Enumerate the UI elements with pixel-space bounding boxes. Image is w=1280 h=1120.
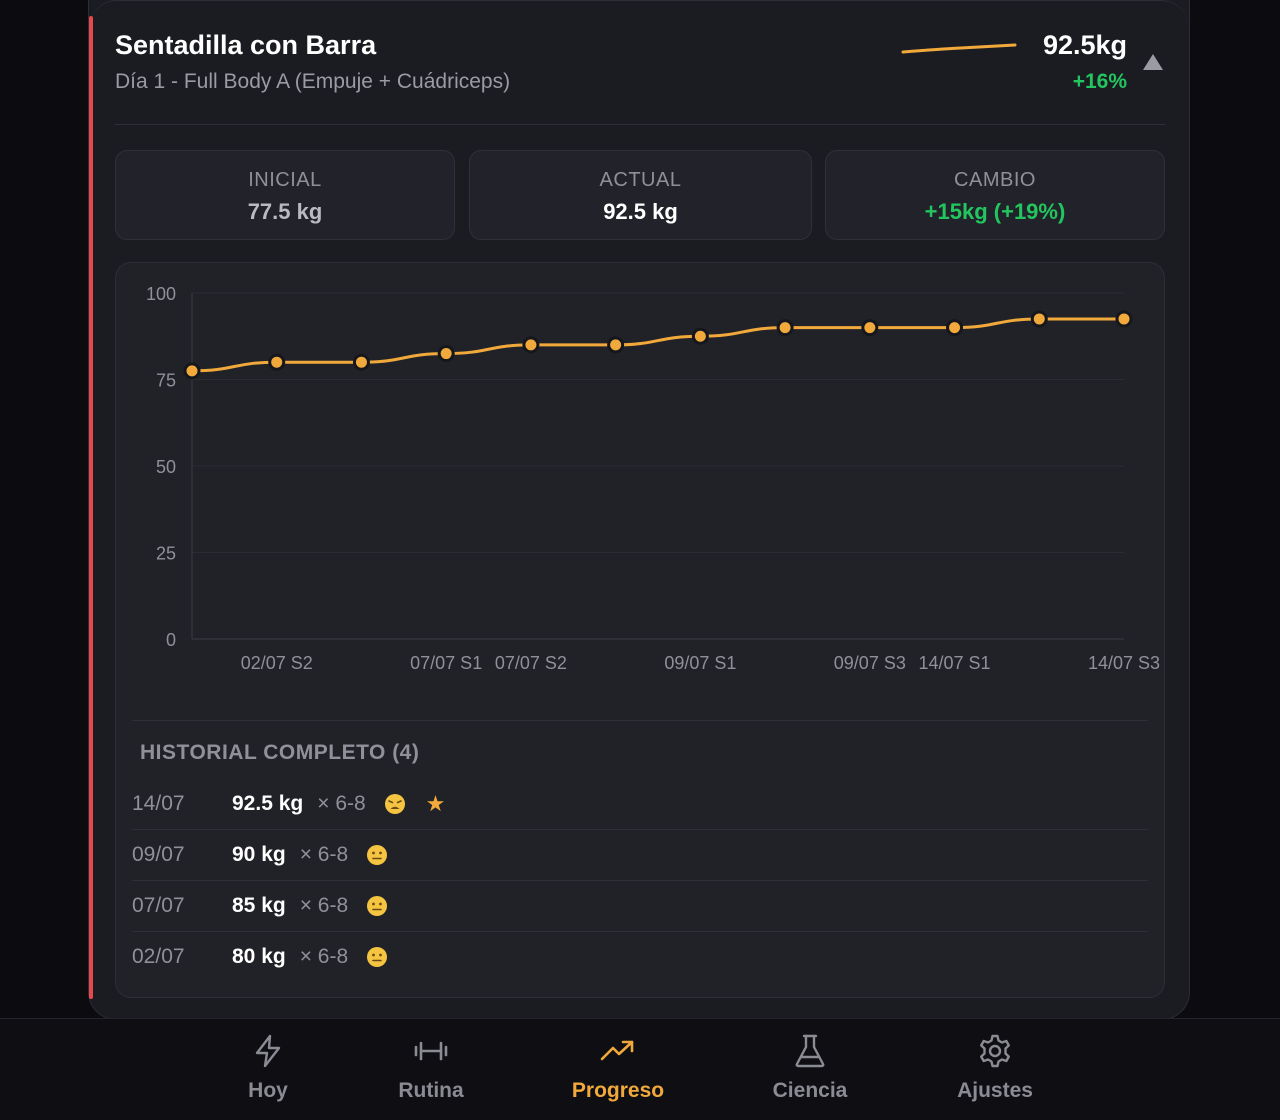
stat-change: CAMBIO +15kg (+19%) <box>825 150 1165 240</box>
x-tick-label: 07/07 S1 <box>410 653 482 673</box>
lightning-icon <box>255 1034 281 1068</box>
history-date: 14/07 <box>132 792 185 815</box>
collapse-button[interactable] <box>1141 52 1165 72</box>
neutral-face-icon <box>367 845 388 865</box>
data-point <box>946 319 964 337</box>
neutral-face-icon <box>367 947 388 967</box>
history-divider <box>132 720 1148 721</box>
history-row: 09/07 90 kg × 6-8 <box>132 830 1148 881</box>
stat-value: +15kg (+19%) <box>924 199 1066 224</box>
gear-icon <box>980 1034 1010 1068</box>
y-tick-label: 75 <box>156 371 176 391</box>
data-point <box>607 336 625 354</box>
history-row: 02/07 80 kg × 6-8 <box>132 932 1148 982</box>
exercise-card: Sentadilla con Barra Día 1 - Full Body A… <box>88 0 1190 1020</box>
stat-label: ACTUAL <box>599 169 682 191</box>
bottom-nav: Hoy Rutina Progreso Cie <box>0 1018 1280 1120</box>
history-reps: × 6-8 <box>299 945 349 968</box>
nav-label: Progreso <box>571 1079 665 1102</box>
history-reps: × 6-8 <box>299 894 349 917</box>
history-row: 14/07 92.5 kg × 6-8 ★ <box>132 779 1148 830</box>
history-row: 07/07 85 kg × 6-8 <box>132 881 1148 932</box>
stat-label: CAMBIO <box>954 169 1036 191</box>
exercise-header[interactable]: Sentadilla con Barra Día 1 - Full Body A… <box>115 28 1165 98</box>
nav-label: Ciencia <box>772 1079 848 1102</box>
history-reps: × 6-8 <box>299 843 349 866</box>
data-point <box>437 345 455 363</box>
y-tick-label: 50 <box>156 457 176 477</box>
y-tick-label: 25 <box>156 544 176 564</box>
nav-item-rutina[interactable]: Rutina <box>356 1019 506 1120</box>
chart-panel: 0 25 50 75 100 02/07 S2 07/07 S1 07/07 S2 09/07 … <box>115 262 1165 998</box>
nav-item-hoy[interactable]: Hoy <box>193 1019 343 1120</box>
history-weight: 90 kg <box>232 843 286 866</box>
data-point <box>1115 310 1133 328</box>
history-date: 02/07 <box>132 945 185 968</box>
history-date: 07/07 <box>132 894 185 917</box>
nav-item-ciencia[interactable]: Ciencia <box>735 1019 885 1120</box>
flask-icon <box>795 1034 825 1068</box>
trend-percent: +16% <box>1072 70 1127 93</box>
x-tick-label: 07/07 S2 <box>495 653 567 673</box>
progress-chart: 0 25 50 75 100 02/07 S2 07/07 S1 07/07 S2 09/07 … <box>146 284 1160 673</box>
data-point <box>522 336 540 354</box>
nav-label: Rutina <box>398 1079 464 1102</box>
x-tick-label: 14/07 S3 <box>1088 653 1160 673</box>
history-weight: 85 kg <box>232 894 286 917</box>
nav-item-ajustes[interactable]: Ajustes <box>920 1019 1070 1120</box>
dumbbell-icon <box>414 1041 448 1061</box>
series-line <box>191 317 1124 373</box>
x-tick-label: 09/07 S1 <box>664 653 736 673</box>
y-tick-label: 100 <box>146 284 176 304</box>
nav-label: Ajustes <box>957 1079 1033 1102</box>
data-point <box>183 362 201 380</box>
stat-value: 77.5 kg <box>247 199 323 224</box>
exercise-subtitle: Día 1 - Full Body A (Empuje + Cuádriceps… <box>115 70 511 93</box>
nav-label: Hoy <box>248 1079 288 1102</box>
stat-value: 92.5 kg <box>603 199 678 224</box>
data-point <box>776 319 794 337</box>
history-weight: 92.5 kg <box>232 792 304 815</box>
x-tick-label: 09/07 S3 <box>834 653 906 673</box>
triangle-up-icon <box>1143 54 1163 70</box>
data-point <box>1030 310 1048 328</box>
sparkline <box>901 43 1017 54</box>
stat-label: INICIAL <box>248 169 322 191</box>
header-divider <box>115 124 1165 125</box>
data-point <box>691 327 709 345</box>
x-tick-label: 14/07 S1 <box>919 653 991 673</box>
stat-current: ACTUAL 92.5 kg <box>469 150 812 240</box>
data-point <box>352 353 370 371</box>
star-icon: ★ <box>425 791 446 816</box>
card-accent-bar <box>89 16 93 999</box>
stat-initial: INICIAL 77.5 kg <box>115 150 455 240</box>
tired-face-icon <box>384 794 405 814</box>
data-point <box>268 353 286 371</box>
history-date: 09/07 <box>132 843 185 866</box>
nav-item-progreso[interactable]: Progreso <box>543 1019 693 1120</box>
data-point <box>861 319 879 337</box>
x-tick-label: 02/07 S2 <box>241 653 313 673</box>
current-weight: 92.5kg <box>1042 30 1127 60</box>
neutral-face-icon <box>367 896 388 916</box>
history-weight: 80 kg <box>232 945 286 968</box>
history-reps: × 6-8 <box>317 792 366 815</box>
exercise-title: Sentadilla con Barra <box>115 30 377 60</box>
history-list: 14/07 92.5 kg × 6-8 ★ 09/07 90 kg × 6-8 <box>132 779 1148 982</box>
trending-up-icon <box>600 1040 634 1061</box>
y-tick-label: 0 <box>166 630 176 650</box>
history-title: HISTORIAL COMPLETO (4) <box>140 741 420 764</box>
